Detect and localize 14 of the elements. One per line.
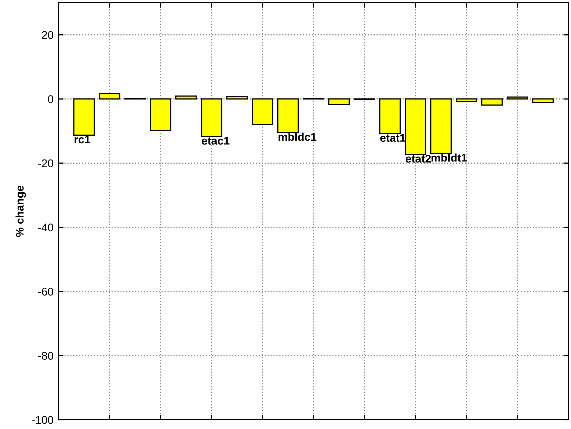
data-label: etac1 (202, 137, 230, 145)
data-label: mbldc1 (278, 132, 317, 142)
y-tick-label: -20 (38, 160, 54, 168)
y-tick-label: -100 (32, 416, 54, 424)
data-label: etat1 (380, 134, 406, 142)
y-tick-label: -80 (38, 352, 54, 360)
y-tick-label: -60 (38, 288, 54, 296)
y-tick-label: -40 (38, 224, 54, 232)
data-label: etat2 (406, 155, 432, 163)
y-tick-label: 0 (48, 96, 54, 104)
y-tick-label: 20 (42, 31, 54, 40)
data-label: rc1 (74, 136, 90, 144)
data-label: mbldt1 (432, 154, 468, 162)
y-axis-title: % change (16, 186, 26, 238)
